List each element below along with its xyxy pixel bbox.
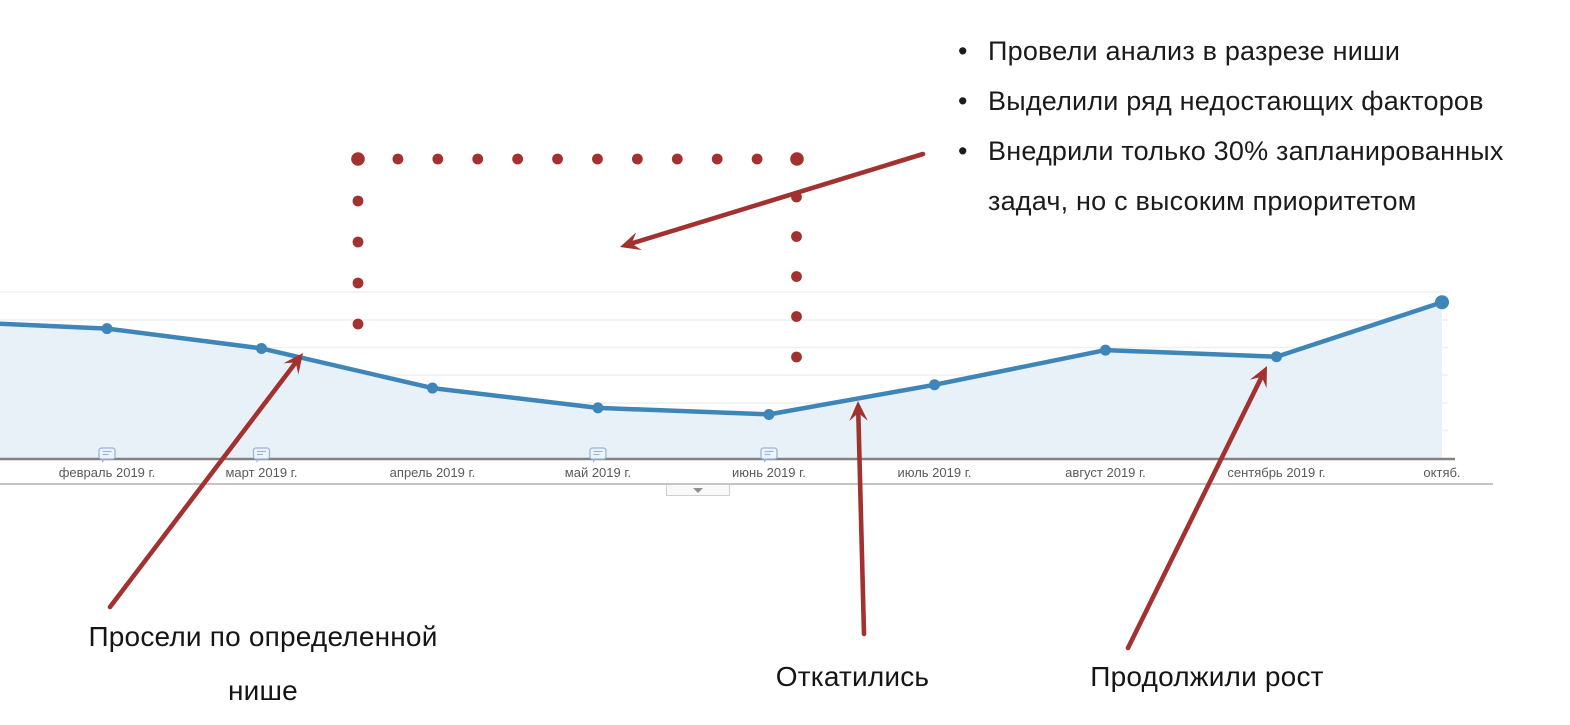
note-text: Провели анализ в разрезе ниши xyxy=(988,36,1401,66)
data-point[interactable] xyxy=(763,408,775,420)
traffic-line xyxy=(0,300,1445,417)
data-point[interactable] xyxy=(255,342,267,354)
annotation-marker-icon[interactable] xyxy=(98,447,116,463)
data-point[interactable] xyxy=(1099,344,1111,356)
timeline-divider xyxy=(0,483,1493,485)
callout-rollback: Откатились xyxy=(775,661,930,692)
note-line: • Внедрили только 30% запланированных xyxy=(958,126,1504,176)
annotation-marker-icon[interactable] xyxy=(760,447,778,463)
data-point[interactable] xyxy=(426,382,438,394)
timeline-collapse-handle[interactable] xyxy=(666,485,730,496)
callout-growth: Продолжили рост xyxy=(1090,661,1324,692)
axis-tick-label: июль 2019 г. xyxy=(897,465,972,480)
callout-drop-line2: нише xyxy=(228,675,298,706)
bullet-icon: • xyxy=(958,86,968,116)
data-point[interactable] xyxy=(928,379,940,391)
data-point[interactable] xyxy=(1270,351,1282,363)
axis-tick-label: октяб. xyxy=(1423,465,1461,480)
bullet-icon: • xyxy=(958,36,968,66)
bullet-icon xyxy=(958,176,988,226)
axis-tick-label: сентябрь 2019 г. xyxy=(1227,465,1326,480)
note-line: • Выделили ряд недостающих факторов xyxy=(958,76,1504,126)
axis-tick-label: август 2019 г. xyxy=(1065,465,1146,480)
axis-tick-label: февраль 2019 г. xyxy=(58,465,156,480)
data-point[interactable] xyxy=(592,402,604,414)
data-point[interactable] xyxy=(101,323,113,335)
chevron-down-icon xyxy=(693,487,703,493)
data-points[interactable] xyxy=(101,295,1449,420)
callout-drop-line1: Просели по определенной xyxy=(88,621,438,652)
note-text: задач, но с высоким приоритетом xyxy=(988,186,1417,216)
axis-tick-label: апрель 2019 г. xyxy=(389,465,476,480)
callout-drop: Просели по определенной нише xyxy=(48,610,478,718)
data-point[interactable] xyxy=(1434,295,1449,310)
annotation-marker-icon[interactable] xyxy=(252,447,271,463)
note-text: Выделили ряд недостающих факторов xyxy=(988,86,1484,116)
note-text: Внедрили только 30% запланированных xyxy=(988,136,1504,166)
annotation-marker-icon[interactable] xyxy=(589,447,607,463)
axis-tick-label: май 2019 г. xyxy=(564,465,632,480)
note-line: • Провели анализ в разрезе ниши xyxy=(958,26,1504,76)
bullet-icon: • xyxy=(958,136,968,166)
axis-tick-label: март 2019 г. xyxy=(225,465,298,480)
analysis-notes: • Провели анализ в разрезе ниши • Выдели… xyxy=(958,26,1504,226)
traffic-area-fill xyxy=(0,302,1442,459)
note-line: задач, но с высоким приоритетом xyxy=(958,176,1504,226)
axis-tick-label: июнь 2019 г. xyxy=(732,465,806,480)
